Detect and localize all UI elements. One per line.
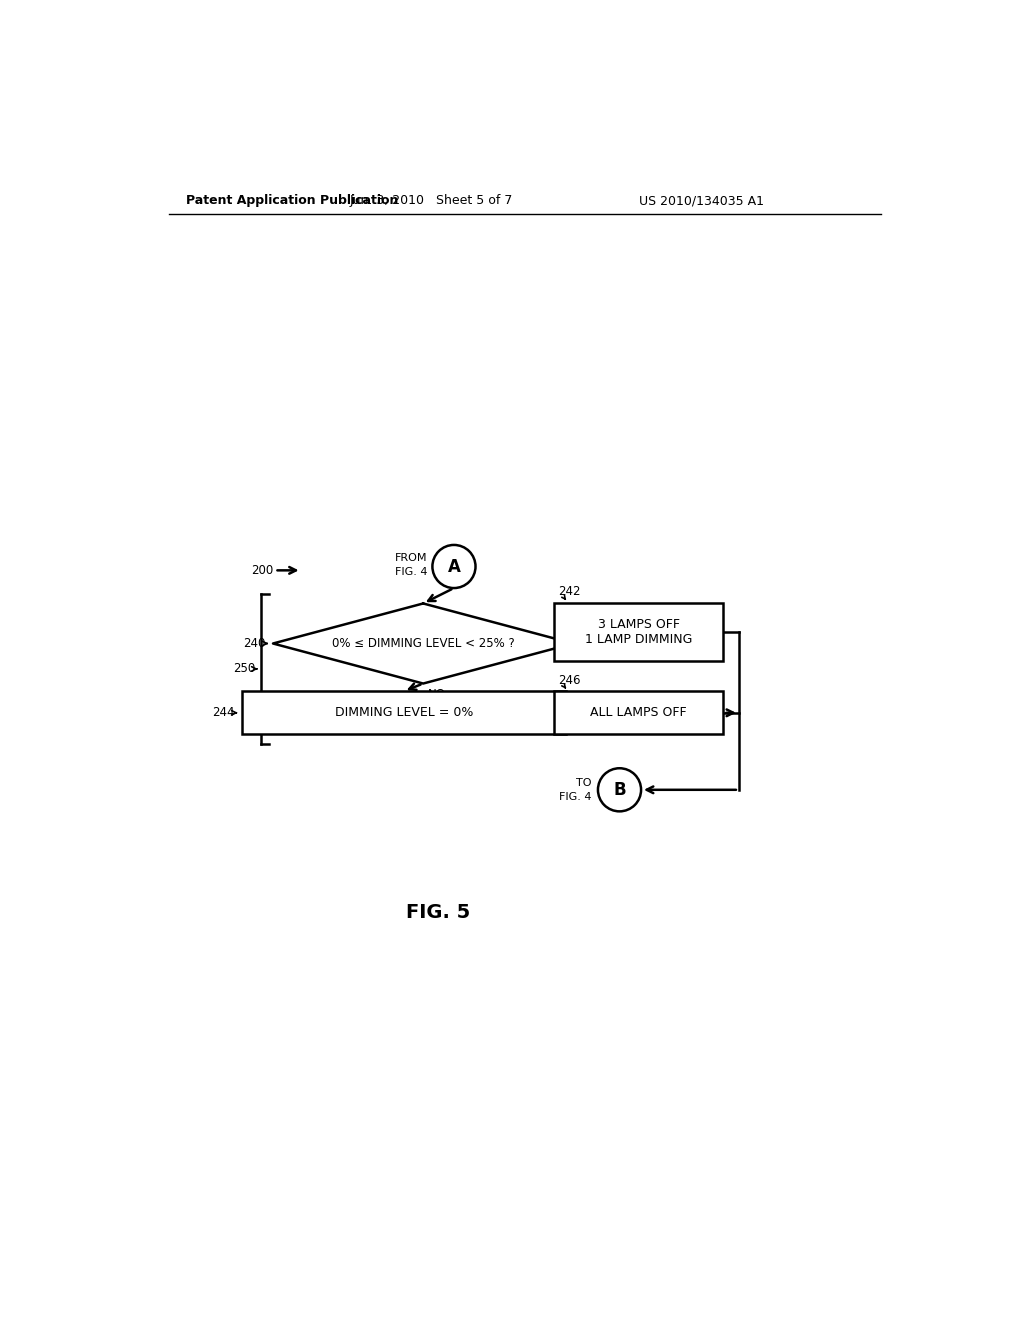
Text: Jun. 3, 2010   Sheet 5 of 7: Jun. 3, 2010 Sheet 5 of 7 [349,194,513,207]
Text: 0% ≤ DIMMING LEVEL < 25% ?: 0% ≤ DIMMING LEVEL < 25% ? [332,638,514,649]
Polygon shape [273,603,573,684]
Text: NO: NO [428,688,445,701]
Text: YES: YES [578,626,600,639]
Text: ALL LAMPS OFF: ALL LAMPS OFF [591,706,687,719]
Text: 244: 244 [212,706,234,719]
Text: B: B [613,781,626,799]
Text: 200: 200 [251,564,273,577]
Text: Patent Application Publication: Patent Application Publication [186,194,398,207]
Text: 242: 242 [558,585,581,598]
Bar [554,603,724,661]
Text: 250: 250 [233,663,255,676]
Text: FROM
FIG. 4: FROM FIG. 4 [395,553,428,577]
Text: 1 LAMP DIMMING: 1 LAMP DIMMING [585,634,692,647]
Text: TO
FIG. 4: TO FIG. 4 [559,777,592,801]
Text: 240: 240 [243,638,265,649]
Text: 246: 246 [558,673,581,686]
Text: DIMMING LEVEL = 0%: DIMMING LEVEL = 0% [335,706,473,719]
Text: US 2010/134035 A1: US 2010/134035 A1 [639,194,764,207]
Bar [243,692,565,734]
Text: A: A [447,557,461,576]
Bar [554,692,724,734]
Text: 3 LAMPS OFF: 3 LAMPS OFF [598,618,680,631]
Text: FIG. 5: FIG. 5 [407,903,471,923]
